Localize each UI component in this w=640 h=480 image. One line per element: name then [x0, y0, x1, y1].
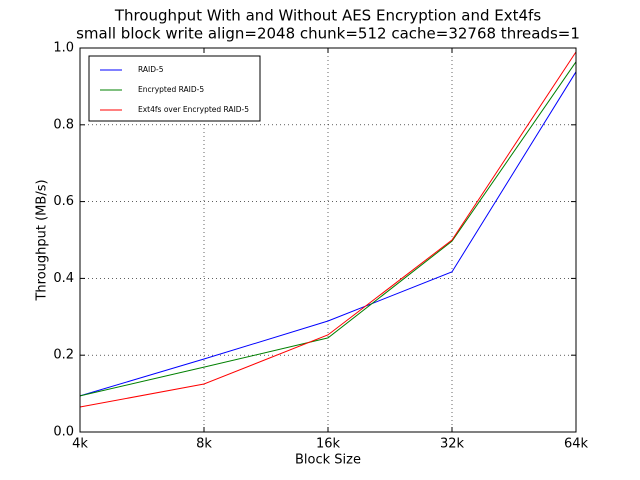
plot-frame [79, 47, 577, 433]
legend: RAID-5 Encrypted RAID-5 Ext4fs over Encryp… [88, 55, 261, 122]
y-tick-label: 1.0 [53, 41, 74, 56]
legend-label: Ext4fs over Encrypted RAID-5 [138, 105, 249, 114]
series-line [79, 71, 577, 397]
series-line [79, 61, 577, 397]
series-line [79, 51, 577, 408]
y-tick-label: 0.4 [53, 271, 74, 286]
chart-subtitle: small block write align=2048 chunk=512 c… [76, 25, 580, 43]
legend-label: RAID-5 [138, 65, 164, 74]
x-tick-label: 32k [440, 437, 465, 452]
y-tick-label: 0.8 [53, 117, 74, 132]
x-tick-label: 16k [316, 437, 341, 452]
chart-title: Throughput With and Without AES Encrypti… [114, 7, 541, 25]
x-tick-label: 8k [196, 437, 212, 452]
y-tick-label: 0.6 [53, 194, 74, 209]
y-tick-label: 0.2 [53, 348, 74, 363]
x-tick-label: 64k [564, 437, 589, 452]
x-axis-label: Block Size [295, 453, 361, 468]
y-axis-label: Throughput (MB/s) [35, 179, 50, 301]
legend-label: Encrypted RAID-5 [138, 85, 204, 94]
x-tick-label: 4k [72, 437, 88, 452]
y-tick-label: 0.0 [53, 425, 74, 440]
